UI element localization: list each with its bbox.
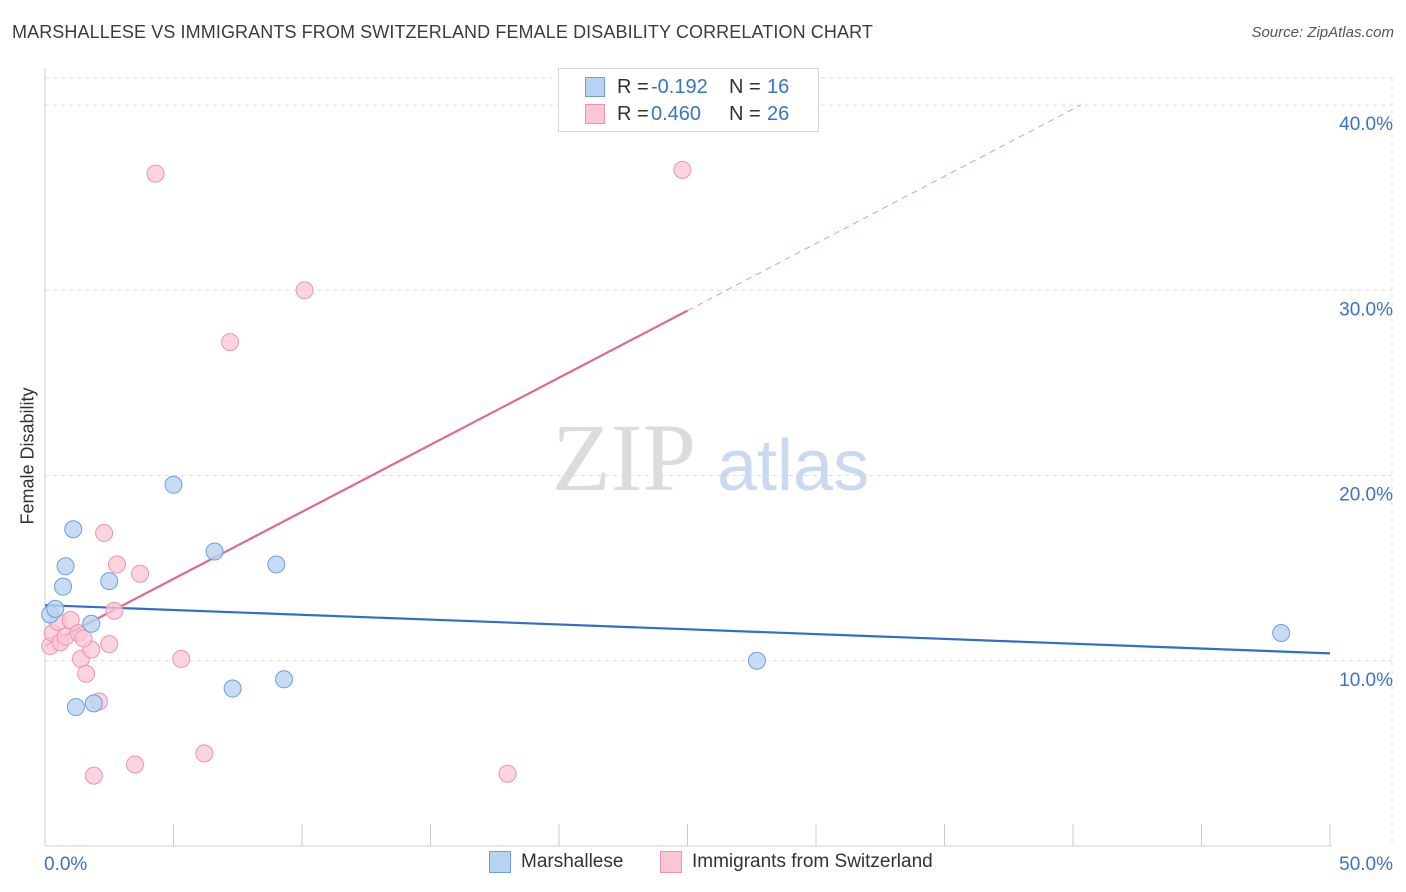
data-point-switzerland (100, 635, 119, 654)
y-tick-label: 40.0% (1339, 114, 1393, 135)
data-point-marshallese (267, 555, 286, 574)
bottom-legend-label: Immigrants from Switzerland (692, 851, 933, 872)
data-points (41, 160, 1291, 785)
watermark-atlas: atlas (717, 426, 869, 506)
data-point-switzerland (221, 333, 240, 352)
data-point-switzerland (673, 160, 692, 179)
y-axis-label: Female Disability (17, 387, 38, 525)
legend-row-marshallese: R = -0.192 N = 16 (585, 75, 789, 99)
bottom-legend-label: Marshallese (521, 851, 624, 872)
bottom-legend-swatch-pink (660, 851, 682, 873)
legend-row-switzerland: R = 0.460 N = 26 (585, 102, 789, 126)
bottom-legend-marshallese: Marshallese (489, 851, 623, 873)
data-point-marshallese (66, 698, 85, 717)
data-point-marshallese (56, 557, 75, 576)
y-tick-label: 10.0% (1339, 670, 1393, 691)
n-value: 26 (767, 102, 790, 125)
data-point-marshallese (223, 679, 242, 698)
bottom-legend-swatch-blue (489, 851, 511, 873)
data-point-switzerland (498, 764, 517, 783)
data-point-switzerland (105, 601, 124, 620)
axes (44, 68, 1332, 847)
x-tick-labels: 0.0% 50.0% (44, 854, 1393, 875)
data-point-switzerland (95, 523, 114, 542)
data-point-switzerland (146, 164, 165, 183)
data-point-switzerland (195, 744, 214, 763)
data-point-marshallese (64, 520, 83, 539)
correlation-legend: R = -0.192 N = 16 R = 0.460 N = 26 (558, 68, 819, 132)
data-point-switzerland (77, 664, 96, 683)
data-point-marshallese (205, 542, 224, 561)
r-value: 0.460 (651, 102, 702, 125)
data-point-switzerland (125, 755, 144, 774)
data-point-switzerland (74, 629, 93, 648)
data-point-marshallese (100, 572, 119, 591)
n-label: N = (729, 102, 761, 125)
data-point-switzerland (131, 564, 150, 583)
data-point-switzerland (172, 649, 191, 668)
trend-lines (44, 104, 1331, 655)
legend-swatch-blue (585, 77, 605, 97)
r-value: -0.192 (651, 75, 708, 98)
chart-title: MARSHALLESE VS IMMIGRANTS FROM SWITZERLA… (12, 22, 873, 42)
watermark-zip: ZIP (552, 404, 696, 511)
data-point-marshallese (1272, 623, 1291, 642)
data-point-marshallese (275, 670, 294, 689)
n-value: 16 (767, 75, 790, 98)
trend-line-switzerland-extrapolated (687, 104, 1081, 312)
data-point-marshallese (53, 577, 72, 596)
gridlines (45, 77, 1393, 846)
data-point-switzerland (107, 555, 126, 574)
data-point-switzerland (84, 766, 103, 785)
y-tick-label: 20.0% (1339, 485, 1393, 506)
x-tick-label: 0.0% (44, 854, 87, 875)
data-point-marshallese (747, 651, 766, 670)
trend-line-marshallese (44, 604, 1331, 655)
n-label: N = (729, 75, 761, 98)
source-credit: Source: ZipAtlas.com (1251, 24, 1394, 41)
data-point-switzerland (295, 281, 314, 300)
data-point-marshallese (84, 694, 103, 713)
legend-swatch-pink (585, 104, 605, 124)
data-point-marshallese (46, 599, 65, 618)
data-point-marshallese (82, 614, 101, 633)
r-label: R = (617, 102, 649, 125)
bottom-legend-switzerland: Immigrants from Switzerland (660, 851, 933, 873)
data-point-marshallese (164, 475, 183, 494)
trend-line-switzerland (44, 309, 689, 647)
x-tick-label: 50.0% (1339, 854, 1393, 875)
r-label: R = (617, 75, 649, 98)
y-tick-labels: 10.0% 20.0% 30.0% 40.0% (1339, 114, 1393, 691)
y-tick-label: 30.0% (1339, 299, 1393, 320)
